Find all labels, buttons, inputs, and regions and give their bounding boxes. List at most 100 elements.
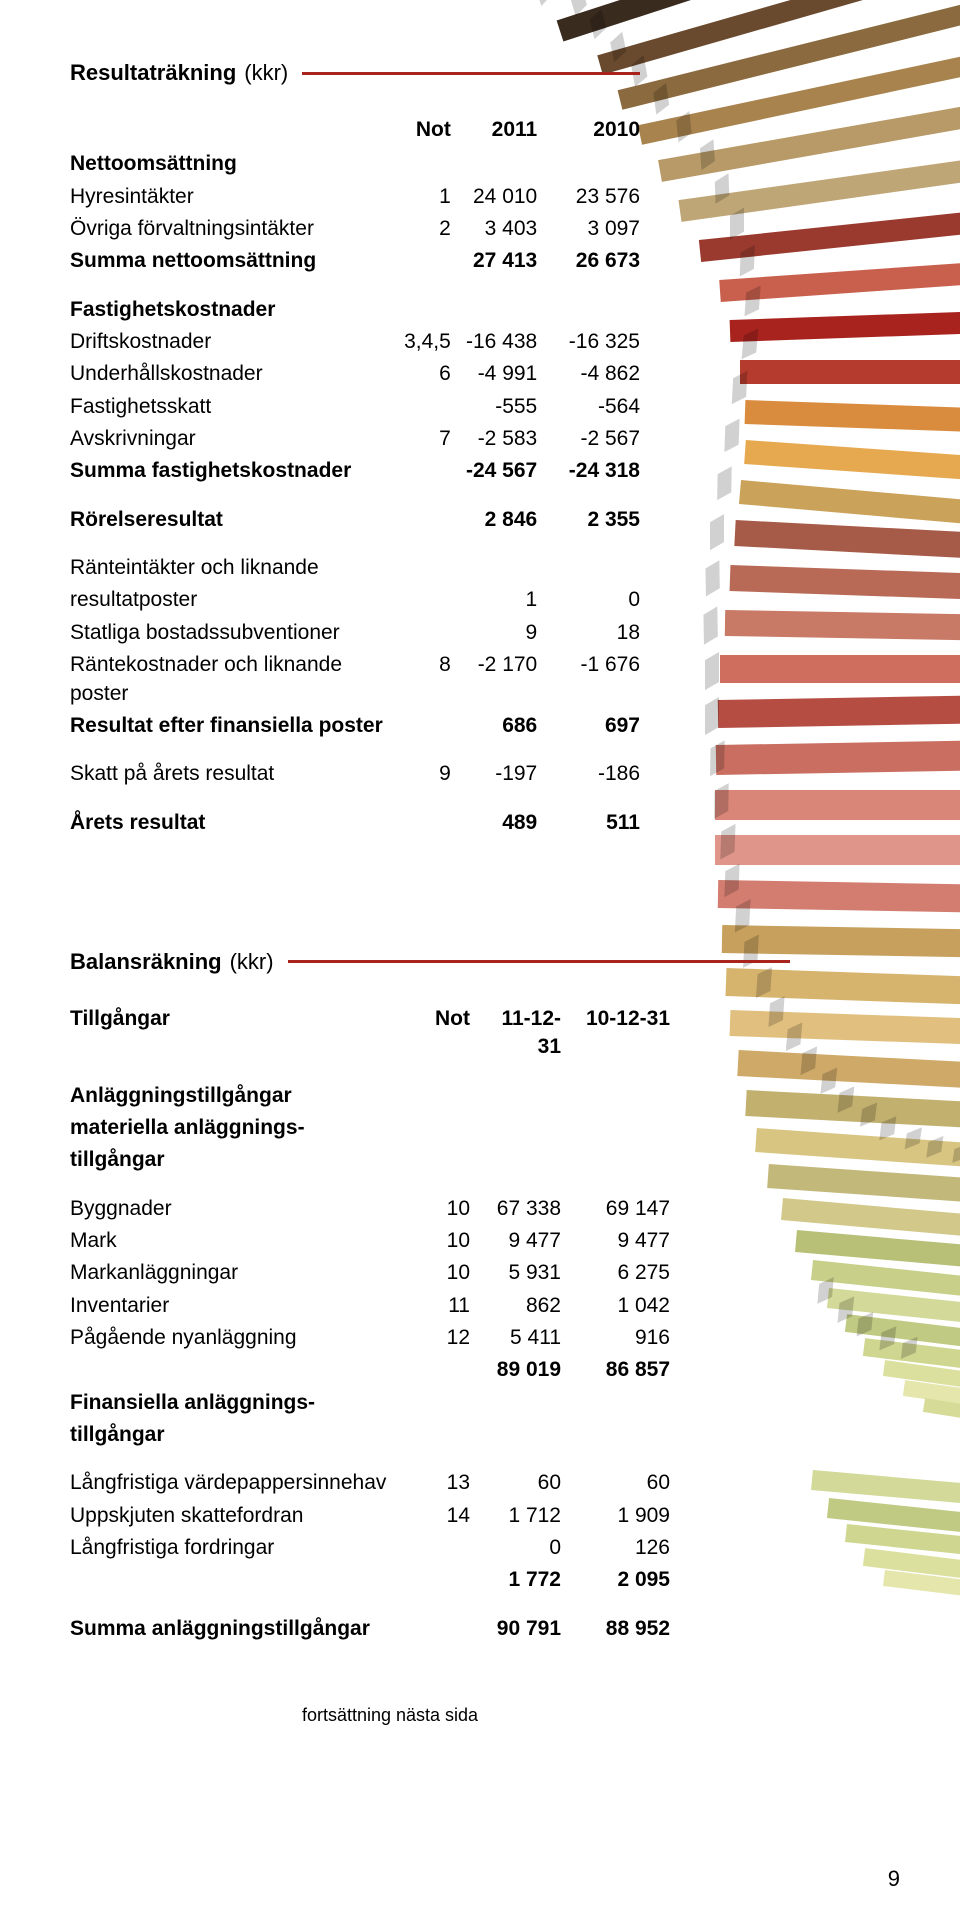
balans-row-6-c1: 5 931: [480, 1257, 575, 1289]
balans-row-6-label: Markanläggningar: [70, 1257, 410, 1289]
balans-row-10-not: [410, 1387, 480, 1419]
balans-row-4-c1: 67 338: [480, 1193, 575, 1225]
balans-row-5-c2: 9 477: [575, 1225, 670, 1257]
result-row-0-c1: [461, 146, 551, 180]
result-row-21-not: [393, 807, 461, 839]
balans-row-15-c1: 0: [480, 1532, 575, 1564]
result-row-3-label: Summa nettoomsättning: [70, 245, 393, 277]
result-head-not: Not: [393, 114, 461, 146]
balans-row-8-c2: 916: [575, 1322, 670, 1354]
result-row-9-c2: -24 318: [551, 455, 640, 487]
result-row-19-not: 9: [393, 758, 461, 790]
result-row-13-not: [393, 552, 461, 584]
balans-row-8-c1: 5 411: [480, 1322, 575, 1354]
result-row-16-not: 8: [393, 649, 461, 710]
balans-row-0-label: Anläggningstillgångar: [70, 1064, 410, 1112]
result-row-19-c1: -197: [461, 758, 551, 790]
result-row-0-c2: [551, 146, 640, 180]
result-row-4-c1: [461, 278, 551, 326]
result-row-8-c2: -2 567: [551, 423, 640, 455]
result-row-15-c1: 9: [461, 617, 551, 649]
balans-row-18-not: [410, 1613, 480, 1645]
balans-row-8-label: Pågående nyanläggning: [70, 1322, 410, 1354]
result-row-15-label: Statliga bostadssubventioner: [70, 617, 393, 649]
result-rule: [302, 72, 640, 75]
result-row-2-not: 2: [393, 213, 461, 245]
page-number: 9: [888, 1866, 900, 1892]
result-row-8-label: Avskrivningar: [70, 423, 393, 455]
result-row-5-not: 3,4,5: [393, 326, 461, 358]
balans-unit: (kkr): [230, 949, 274, 975]
balans-row-9-label: [70, 1354, 410, 1386]
balans-row-11-label: tillgångar: [70, 1419, 410, 1451]
result-row-15-not: [393, 617, 461, 649]
result-row-16-c2: -1 676: [551, 649, 640, 710]
result-row-2-c2: 3 097: [551, 213, 640, 245]
result-row-5-c2: -16 325: [551, 326, 640, 358]
result-row-11-c2: 2 355: [551, 504, 640, 536]
result-row-11-c1: 2 846: [461, 504, 551, 536]
balans-row-14-c2: 1 909: [575, 1500, 670, 1532]
result-row-1-not: 1: [393, 181, 461, 213]
balans-row-2-c1: [480, 1144, 575, 1176]
result-section-title: Resultaträkning (kkr): [70, 60, 640, 86]
balans-row-1-c2: [575, 1112, 670, 1144]
result-row-13-c1: [461, 552, 551, 584]
result-row-19-c2: -186: [551, 758, 640, 790]
result-row-16-c1: -2 170: [461, 649, 551, 710]
balans-row-16-label: [70, 1564, 410, 1596]
footnote: fortsättning nästa sida: [70, 1705, 710, 1726]
balans-section-title: Balansräkning (kkr): [70, 949, 790, 975]
balans-row-18-label: Summa anläggningstillgångar: [70, 1613, 410, 1645]
balans-row-4-c2: 69 147: [575, 1193, 670, 1225]
balans-row-2-c2: [575, 1144, 670, 1176]
balans-row-5-label: Mark: [70, 1225, 410, 1257]
result-row-4-not: [393, 278, 461, 326]
result-row-4-c2: [551, 278, 640, 326]
balans-row-16-c1: 1 772: [480, 1564, 575, 1596]
result-row-5-c1: -16 438: [461, 326, 551, 358]
balans-row-5-not: 10: [410, 1225, 480, 1257]
result-row-17-c2: 697: [551, 710, 640, 742]
result-row-17-not: [393, 710, 461, 742]
balans-row-9-not: [410, 1354, 480, 1386]
result-row-0-not: [393, 146, 461, 180]
result-title-text: Resultaträkning: [70, 60, 236, 86]
balans-row-13-c1: 60: [480, 1467, 575, 1499]
balans-row-18-c1: 90 791: [480, 1613, 575, 1645]
balans-head-c1: 11-12-31: [480, 1003, 575, 1064]
result-row-14-label: resultatposter: [70, 584, 393, 616]
balans-table: Tillgångar Not 11-12-31 10-12-31 Anläggn…: [70, 1003, 670, 1645]
balans-row-15-c2: 126: [575, 1532, 670, 1564]
balans-row-11-not: [410, 1419, 480, 1451]
result-row-15-c2: 18: [551, 617, 640, 649]
balans-row-6-c2: 6 275: [575, 1257, 670, 1289]
balans-row-13-not: 13: [410, 1467, 480, 1499]
balans-row-1-not: [410, 1112, 480, 1144]
result-row-11-not: [393, 504, 461, 536]
balans-row-4-label: Byggnader: [70, 1193, 410, 1225]
result-row-14-c1: 1: [461, 584, 551, 616]
result-row-6-c1: -4 991: [461, 358, 551, 390]
balans-rule: [288, 960, 790, 963]
result-row-17-c1: 686: [461, 710, 551, 742]
balans-row-7-not: 11: [410, 1290, 480, 1322]
balans-head-c2: 10-12-31: [575, 1003, 670, 1064]
balans-row-2-label: tillgångar: [70, 1144, 410, 1176]
result-row-3-c2: 26 673: [551, 245, 640, 277]
result-row-8-not: 7: [393, 423, 461, 455]
balans-row-15-not: [410, 1532, 480, 1564]
balans-row-0-c2: [575, 1064, 670, 1112]
balans-row-0-c1: [480, 1064, 575, 1112]
result-row-1-c1: 24 010: [461, 181, 551, 213]
result-row-2-label: Övriga förvaltningsintäkter: [70, 213, 393, 245]
result-row-16-label: Räntekostnader och liknande poster: [70, 649, 393, 710]
balans-row-10-c2: [575, 1387, 670, 1419]
result-row-9-not: [393, 455, 461, 487]
balans-row-16-not: [410, 1564, 480, 1596]
result-row-6-c2: -4 862: [551, 358, 640, 390]
result-row-7-c1: -555: [461, 391, 551, 423]
result-row-6-not: 6: [393, 358, 461, 390]
result-row-8-c1: -2 583: [461, 423, 551, 455]
result-row-3-not: [393, 245, 461, 277]
